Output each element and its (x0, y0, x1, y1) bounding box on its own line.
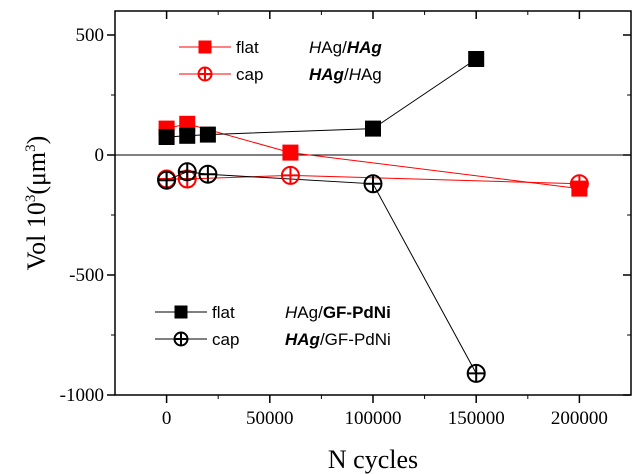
legend-bottom: flat HAg/GF-PdNi cap HAg/GF-PdNi (155, 303, 391, 349)
y-tick-label: 0 (95, 145, 105, 166)
circle-plus-marker (198, 164, 218, 184)
square-marker (198, 40, 212, 54)
circle-plus-marker (197, 66, 213, 82)
circle-plus-marker (173, 331, 189, 347)
y-tick-label: -1000 (60, 385, 104, 406)
series-lines (166, 58, 580, 374)
legend-entry: flat HAg/HAg (179, 38, 382, 57)
legend-kind: cap (236, 65, 263, 84)
legend-top: flat HAg/HAg cap HAg/HAg (179, 38, 382, 84)
y-axis-title: Vol 103(μm3) (22, 136, 51, 271)
square-marker (282, 144, 299, 161)
x-tick-label: 0 (162, 408, 172, 429)
y-axis-ticks: -1000 -500 0 500 (60, 25, 631, 406)
legend-label: HAg/HAg (309, 65, 382, 84)
x-axis-ticks: 0 50000 100000 150000 200000 (162, 11, 608, 429)
x-tick-label: 100000 (345, 408, 402, 429)
square-marker (179, 127, 196, 144)
legend-label: HAg/GF-PdNi (285, 330, 391, 349)
circle-plus-marker (363, 174, 383, 194)
circle-plus-marker (157, 170, 177, 190)
x-tick-label: 200000 (551, 408, 608, 429)
legend-entry: cap HAg/GF-PdNi (155, 330, 391, 349)
legend-kind: flat (236, 38, 259, 57)
square-marker (365, 120, 381, 137)
square-marker (158, 129, 175, 145)
legend-kind: cap (212, 330, 239, 349)
x-tick-label: 50000 (246, 408, 294, 429)
legend-label: HAg/GF-PdNi (285, 303, 391, 322)
series-line (166, 174, 580, 185)
square-marker (468, 51, 485, 67)
x-axis-title: N cycles (328, 445, 418, 474)
series-markers (157, 51, 589, 383)
circle-plus-marker (177, 162, 197, 182)
legend-entry: cap HAg/HAg (179, 65, 382, 84)
square-marker (199, 126, 216, 143)
circle-plus-marker (466, 363, 486, 383)
y-tick-label: 500 (76, 25, 105, 46)
legend-label: HAg/HAg (309, 38, 382, 57)
x-tick-label: 150000 (448, 408, 505, 429)
series-line (166, 123, 580, 190)
y-tick-label: -500 (69, 265, 104, 286)
circle-plus-marker (569, 174, 589, 194)
square-marker (174, 305, 188, 319)
legend-entry: flat HAg/GF-PdNi (155, 303, 391, 322)
legend-kind: flat (212, 303, 235, 322)
circle-plus-marker (280, 165, 300, 185)
